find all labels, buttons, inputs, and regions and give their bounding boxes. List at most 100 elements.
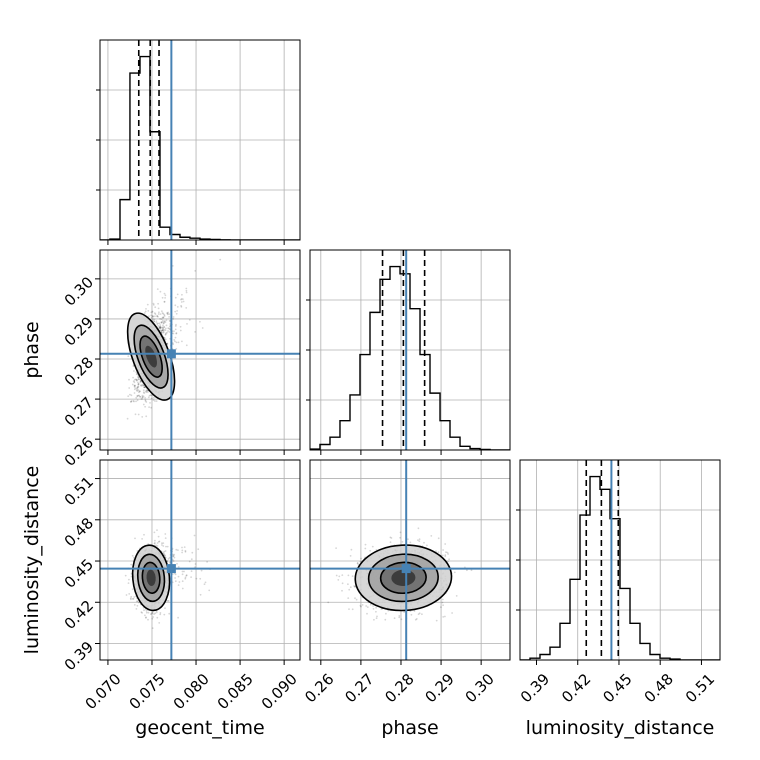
scatter-point (159, 325, 162, 328)
scatter-point (154, 612, 157, 615)
scatter-point (376, 615, 378, 618)
scatter-point (133, 385, 136, 387)
scatter-point (155, 611, 158, 614)
scatter-point (128, 593, 131, 595)
scatter-point (168, 327, 171, 330)
scatter-point (413, 610, 416, 612)
scatter-point (145, 610, 148, 612)
scatter-point (147, 391, 149, 393)
scatter-point (137, 375, 140, 377)
scatter-point (142, 403, 145, 406)
scatter-point (194, 331, 197, 333)
scatter-point (174, 573, 177, 576)
scatter-point (164, 329, 167, 331)
scatter-point (403, 611, 406, 613)
scatter-point (135, 400, 137, 403)
scatter-point (418, 540, 421, 543)
scatter-point (173, 556, 176, 559)
scatter-point (167, 330, 169, 332)
scatter-point (127, 355, 130, 358)
scatter-point (148, 315, 150, 318)
scatter-point (138, 390, 141, 393)
scatter-point (188, 560, 191, 563)
scatter-point (135, 389, 138, 392)
scatter-point (176, 310, 179, 312)
scatter-point (150, 397, 153, 400)
scatter-point (197, 548, 200, 551)
scatter-point (356, 562, 359, 565)
scatter-point (199, 593, 202, 596)
truth-marker (166, 564, 176, 574)
scatter-point (142, 395, 145, 398)
scatter-point (353, 586, 356, 588)
scatter-point (179, 329, 182, 332)
scatter-point (165, 332, 167, 335)
scatter-point (415, 618, 418, 620)
scatter-point (174, 580, 177, 583)
scatter-point (155, 544, 157, 547)
scatter-point (164, 321, 167, 324)
scatter-point (166, 342, 169, 345)
scatter-point (145, 401, 148, 403)
scatter-point (162, 331, 165, 333)
scatter-point (132, 400, 135, 402)
scatter-point (361, 604, 364, 606)
scatter-point (164, 554, 167, 557)
x-tick-label: 0.085 (214, 670, 257, 713)
scatter-point (134, 413, 137, 416)
scatter-point (360, 557, 362, 560)
scatter-point (150, 311, 153, 314)
scatter-point (151, 310, 154, 313)
scatter-point (365, 605, 368, 607)
scatter-point (159, 318, 162, 320)
scatter-point (398, 615, 401, 617)
scatter-point (409, 541, 412, 544)
scatter-point (143, 386, 145, 389)
scatter-point (435, 550, 437, 553)
scatter-point (399, 531, 402, 534)
scatter-point (174, 336, 177, 339)
density-contours (131, 544, 171, 612)
scatter-point (158, 540, 161, 543)
scatter-point (136, 399, 139, 402)
scatter-point (165, 319, 168, 322)
scatter-point (159, 313, 162, 315)
scatter-point (156, 323, 159, 326)
histogram-geocent_time (100, 55, 300, 240)
scatter-point (448, 558, 450, 561)
scatter-point (158, 311, 160, 314)
scatter-point (182, 300, 185, 303)
scatter-point (164, 607, 166, 610)
scatter-point (133, 370, 135, 372)
scatter-point (168, 331, 171, 333)
scatter-point (195, 577, 198, 580)
panel-frame (519, 459, 721, 661)
scatter-point (162, 324, 164, 327)
scatter-point (143, 392, 146, 394)
scatter-point (389, 536, 392, 539)
scatter-point (144, 400, 147, 402)
scatter-point (190, 558, 193, 561)
x-tick-label: 0.26 (301, 670, 337, 706)
scatter-point (147, 611, 150, 614)
scatter-point (143, 312, 146, 314)
scatter-point (185, 574, 188, 576)
scatter-point (160, 331, 163, 334)
scatter-point (151, 627, 154, 629)
scatter-point (184, 576, 187, 579)
scatter-point (176, 306, 179, 308)
scatter-point (172, 332, 175, 335)
scatter-point (158, 622, 161, 624)
scatter-point (349, 586, 352, 589)
scatter-point (174, 340, 176, 343)
scatter-point (371, 545, 374, 548)
scatter-point (466, 569, 468, 572)
scatter-point (180, 298, 183, 300)
scatter-point (337, 579, 340, 581)
scatter-point (426, 544, 428, 547)
scatter-point (133, 604, 136, 606)
scatter-point (145, 415, 148, 418)
truth-marker (401, 564, 411, 574)
scatter-point (354, 597, 356, 600)
y-tick-label: 0.28 (61, 353, 97, 389)
